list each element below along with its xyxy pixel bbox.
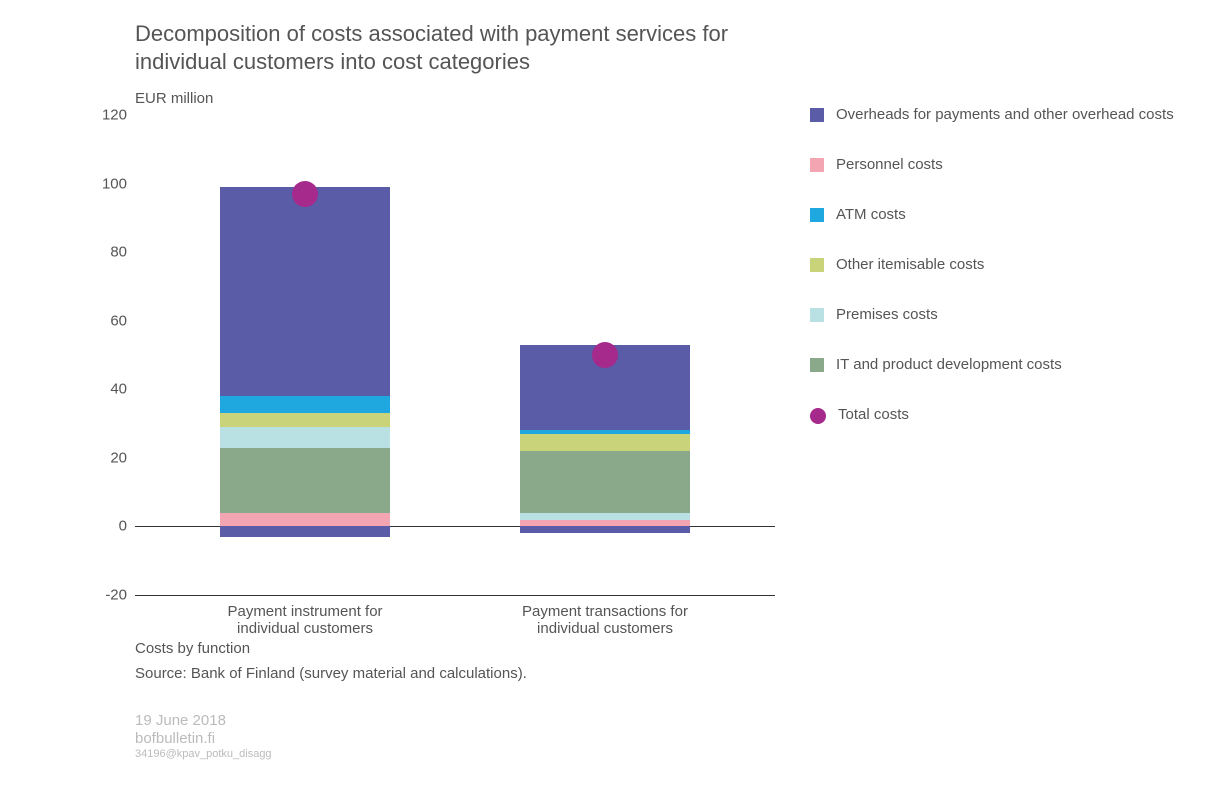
bar-segment xyxy=(220,396,390,413)
legend-swatch-square-icon xyxy=(810,258,824,272)
total-marker xyxy=(292,181,318,207)
footer-code: 34196@kpav_potku_disagg xyxy=(135,748,272,760)
legend-item: Personnel costs xyxy=(810,155,1180,175)
legend-label: Overheads for payments and other overhea… xyxy=(836,105,1174,125)
chart-title: Decomposition of costs associated with p… xyxy=(135,20,775,76)
bar-segment xyxy=(220,427,390,448)
legend-label: Premises costs xyxy=(836,305,938,325)
y-tick-label: 60 xyxy=(87,312,127,329)
total-marker xyxy=(592,342,618,368)
legend-label: IT and product development costs xyxy=(836,355,1062,375)
legend-swatch-circle-icon xyxy=(810,408,826,424)
legend-item: Premises costs xyxy=(810,305,1180,325)
legend-swatch-square-icon xyxy=(810,208,824,222)
y-tick-label: 20 xyxy=(87,449,127,466)
x-axis-label: Costs by function xyxy=(135,640,250,657)
x-category-label: Payment transactions for individual cust… xyxy=(520,603,690,637)
chart-container: Decomposition of costs associated with p… xyxy=(0,0,1211,791)
legend-swatch-square-icon xyxy=(810,158,824,172)
bar-segment xyxy=(520,430,690,433)
y-tick-label: 120 xyxy=(87,107,127,124)
y-tick-label: 0 xyxy=(87,518,127,535)
y-tick-label: 80 xyxy=(87,244,127,261)
legend-item: IT and product development costs xyxy=(810,355,1180,375)
bar-segment xyxy=(520,513,690,520)
bar-segment xyxy=(220,187,390,396)
x-category-label: Payment instrument for individual custom… xyxy=(220,603,390,637)
bar-segment xyxy=(220,513,390,527)
footer-site: bofbulletin.fi xyxy=(135,730,215,747)
legend-item: Other itemisable costs xyxy=(810,255,1180,275)
legend-label: ATM costs xyxy=(836,205,906,225)
legend-item: Overheads for payments and other overhea… xyxy=(810,105,1180,125)
footer-date: 19 June 2018 xyxy=(135,712,226,729)
bar-segment xyxy=(220,448,390,513)
y-tick-label: 40 xyxy=(87,381,127,398)
bar-segment xyxy=(220,526,390,536)
bar-segment xyxy=(520,526,690,533)
y-tick-label: -20 xyxy=(87,587,127,604)
legend-item: Total costs xyxy=(810,405,1180,425)
y-tick-label: 100 xyxy=(87,175,127,192)
plot-area: Payment instrument for individual custom… xyxy=(135,115,775,596)
bar-segment xyxy=(220,413,390,427)
bar-segment xyxy=(520,434,690,451)
bar-segment xyxy=(520,520,690,527)
legend: Overheads for payments and other overhea… xyxy=(810,105,1180,455)
legend-swatch-square-icon xyxy=(810,308,824,322)
legend-label: Other itemisable costs xyxy=(836,255,984,275)
source-line: Source: Bank of Finland (survey material… xyxy=(135,665,527,682)
legend-item: ATM costs xyxy=(810,205,1180,225)
legend-label: Personnel costs xyxy=(836,155,943,175)
legend-swatch-square-icon xyxy=(810,358,824,372)
legend-label: Total costs xyxy=(838,405,909,425)
legend-swatch-square-icon xyxy=(810,108,824,122)
bar-segment xyxy=(520,451,690,513)
y-axis-label: EUR million xyxy=(135,90,213,107)
